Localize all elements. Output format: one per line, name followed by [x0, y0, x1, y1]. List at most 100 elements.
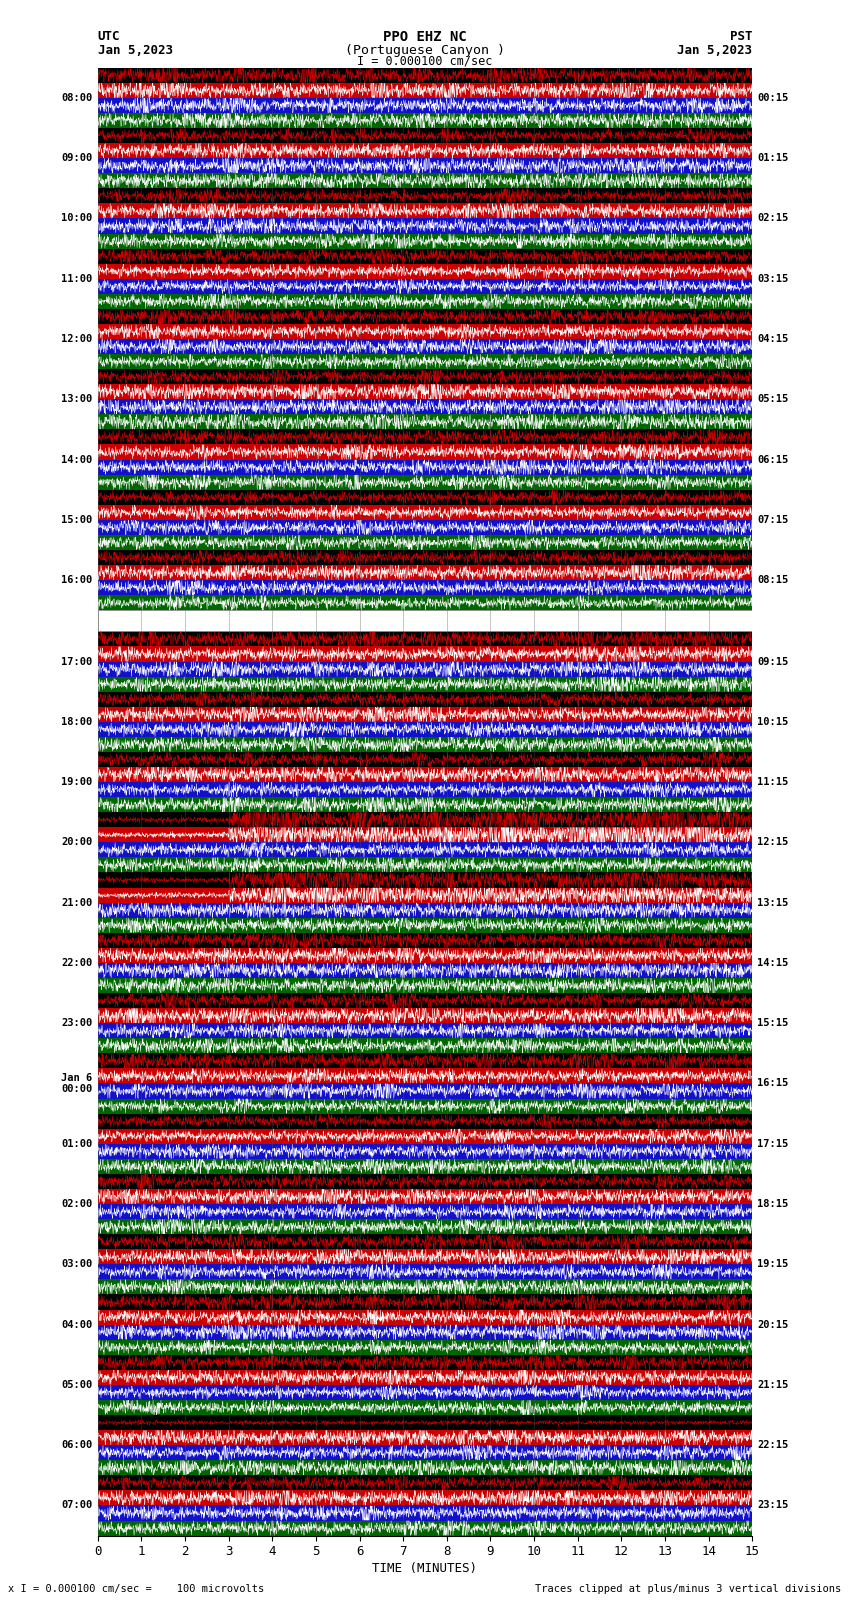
Bar	[98, 903, 752, 918]
Text: PST: PST	[730, 31, 752, 44]
Bar	[98, 308, 752, 324]
Bar	[98, 797, 752, 813]
Bar	[98, 339, 752, 355]
Bar	[98, 1521, 752, 1536]
Text: 11:00: 11:00	[61, 274, 93, 284]
Bar	[98, 1265, 752, 1279]
Text: 02:00: 02:00	[61, 1198, 93, 1210]
Bar	[98, 565, 752, 581]
Text: 13:00: 13:00	[61, 394, 93, 405]
Text: 01:15: 01:15	[757, 153, 789, 163]
Bar	[98, 721, 752, 737]
Text: 00:15: 00:15	[757, 94, 789, 103]
Text: 13:15: 13:15	[757, 897, 789, 908]
Bar	[98, 550, 752, 565]
Bar	[98, 1295, 752, 1310]
Bar	[98, 1490, 752, 1505]
Text: 09:15: 09:15	[757, 656, 789, 666]
Bar	[98, 82, 752, 98]
Text: 23:00: 23:00	[61, 1018, 93, 1027]
Bar	[98, 706, 752, 721]
Bar	[98, 887, 752, 903]
Text: 18:00: 18:00	[61, 716, 93, 727]
Bar	[98, 505, 752, 519]
Text: 18:15: 18:15	[757, 1198, 789, 1210]
Bar	[98, 1158, 752, 1174]
Bar	[98, 782, 752, 797]
Bar	[98, 827, 752, 842]
Bar	[98, 1144, 752, 1158]
Bar	[98, 842, 752, 858]
Bar	[98, 248, 752, 263]
Text: 12:00: 12:00	[61, 334, 93, 344]
Bar	[98, 1505, 752, 1521]
Text: 21:15: 21:15	[757, 1379, 789, 1390]
Bar	[98, 963, 752, 977]
Text: 03:00: 03:00	[61, 1260, 93, 1269]
Text: x I = 0.000100 cm/sec =    100 microvolts: x I = 0.000100 cm/sec = 100 microvolts	[8, 1584, 264, 1594]
Bar	[98, 68, 752, 82]
Text: 21:00: 21:00	[61, 897, 93, 908]
Bar	[98, 1431, 752, 1445]
Bar	[98, 768, 752, 782]
Bar	[98, 647, 752, 661]
Bar	[98, 752, 752, 768]
Text: (Portuguese Canyon ): (Portuguese Canyon )	[345, 44, 505, 56]
Text: 06:00: 06:00	[61, 1440, 93, 1450]
Text: 08:00: 08:00	[61, 94, 93, 103]
Bar	[98, 1340, 752, 1355]
Text: 10:15: 10:15	[757, 716, 789, 727]
Bar	[98, 581, 752, 595]
Bar	[98, 1053, 752, 1068]
Text: 20:15: 20:15	[757, 1319, 789, 1329]
Bar	[98, 661, 752, 676]
Text: 07:00: 07:00	[61, 1500, 93, 1510]
Bar	[98, 676, 752, 692]
Bar	[98, 1174, 752, 1189]
Bar	[98, 519, 752, 536]
Text: 15:00: 15:00	[61, 515, 93, 524]
Bar	[98, 1355, 752, 1369]
Text: 05:15: 05:15	[757, 394, 789, 405]
Bar	[98, 369, 752, 384]
Bar	[98, 1324, 752, 1340]
Bar	[98, 918, 752, 932]
Bar	[98, 294, 752, 308]
Text: 16:15: 16:15	[757, 1079, 789, 1089]
Bar	[98, 203, 752, 218]
Bar	[98, 737, 752, 752]
Text: 07:15: 07:15	[757, 515, 789, 524]
Bar	[98, 610, 752, 631]
Bar	[98, 1219, 752, 1234]
Bar	[98, 173, 752, 189]
Text: 04:00: 04:00	[61, 1319, 93, 1329]
Text: 06:15: 06:15	[757, 455, 789, 465]
Bar	[98, 1460, 752, 1476]
Bar	[98, 384, 752, 400]
Text: 20:00: 20:00	[61, 837, 93, 847]
Text: 14:00: 14:00	[61, 455, 93, 465]
Text: Jan 5,2023: Jan 5,2023	[98, 44, 173, 56]
Bar	[98, 460, 752, 474]
Bar	[98, 948, 752, 963]
Text: 16:00: 16:00	[61, 576, 93, 586]
Bar	[98, 1023, 752, 1039]
Bar	[98, 1234, 752, 1248]
Bar	[98, 595, 752, 610]
Text: 19:00: 19:00	[61, 777, 93, 787]
Bar	[98, 1279, 752, 1295]
Text: 02:15: 02:15	[757, 213, 789, 224]
Text: UTC: UTC	[98, 31, 120, 44]
Bar	[98, 1113, 752, 1129]
Bar	[98, 873, 752, 887]
Bar	[98, 1310, 752, 1324]
Bar	[98, 474, 752, 490]
X-axis label: TIME (MINUTES): TIME (MINUTES)	[372, 1563, 478, 1576]
Text: PPO EHZ NC: PPO EHZ NC	[383, 31, 467, 44]
Text: 19:15: 19:15	[757, 1260, 789, 1269]
Bar	[98, 144, 752, 158]
Text: 22:00: 22:00	[61, 958, 93, 968]
Bar	[98, 1248, 752, 1265]
Bar	[98, 429, 752, 445]
Bar	[98, 1084, 752, 1098]
